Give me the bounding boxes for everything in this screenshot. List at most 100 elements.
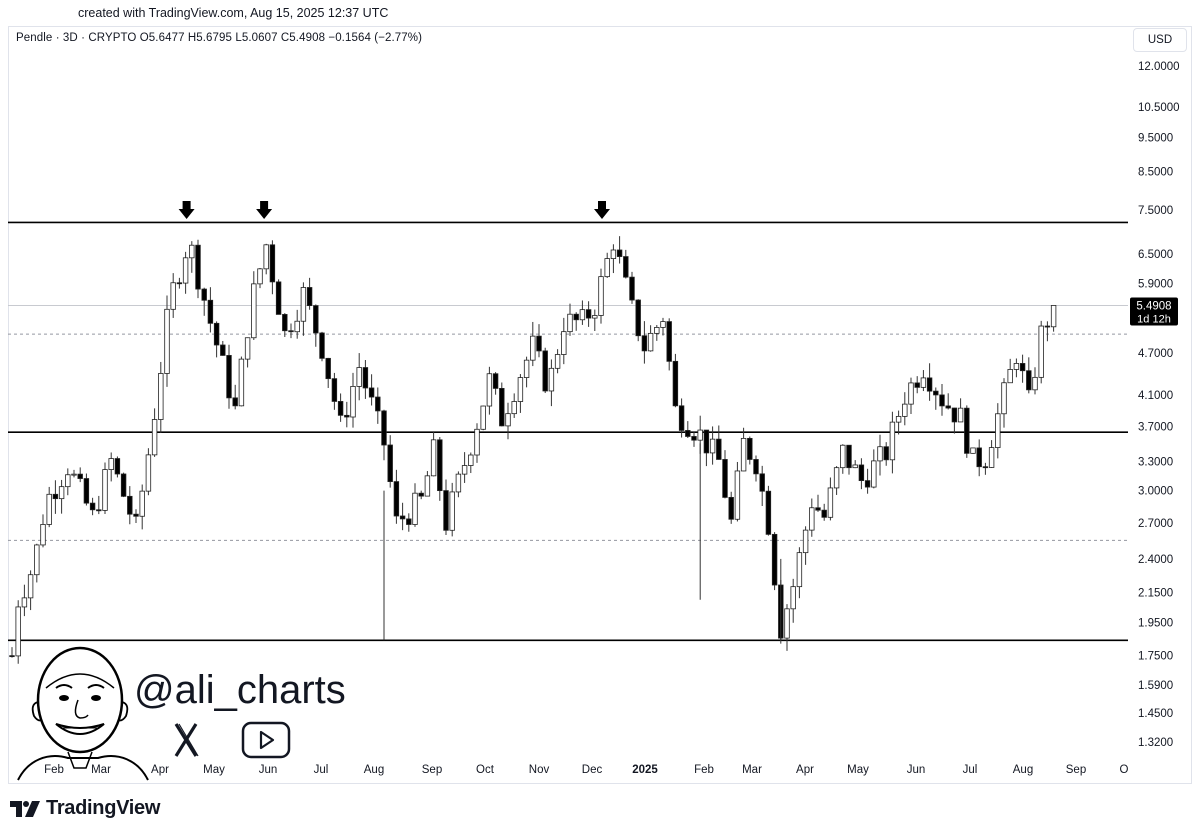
- candle-down: [492, 373, 499, 389]
- candle-up: [561, 331, 567, 355]
- candle-down: [331, 378, 338, 402]
- x-tick-label: 2025: [632, 764, 658, 776]
- tradingview-logo-icon: [10, 800, 40, 817]
- candle-down: [753, 459, 759, 475]
- candle-up: [461, 465, 468, 475]
- y-tick-label: 1.3200: [1138, 737, 1173, 749]
- candle-down: [939, 394, 945, 407]
- candle-up: [548, 367, 555, 392]
- candle-up: [468, 454, 474, 466]
- candle-down: [9, 655, 15, 658]
- candle-up: [827, 487, 834, 518]
- candle-down: [399, 515, 406, 520]
- candle-up: [784, 608, 790, 639]
- candle-up: [709, 438, 716, 454]
- candle-up: [809, 507, 815, 531]
- candle-down: [127, 495, 133, 515]
- candle-up: [920, 377, 927, 388]
- candle-down: [201, 288, 207, 301]
- candle-down: [623, 256, 629, 278]
- candle-up: [610, 249, 617, 259]
- candle-up: [480, 405, 486, 430]
- candle-up: [740, 437, 747, 472]
- y-tick-label: 1.7500: [1138, 651, 1173, 663]
- y-tick-label: 4.7000: [1138, 348, 1173, 360]
- y-tick-label: 5.9000: [1138, 278, 1173, 290]
- y-tick-label: 6.5000: [1138, 249, 1173, 261]
- candle-up: [895, 415, 902, 423]
- candle-up: [660, 321, 666, 328]
- candle-down: [232, 397, 238, 407]
- candle-up: [1001, 382, 1007, 415]
- candle-down: [368, 387, 375, 398]
- candle-up: [356, 367, 362, 387]
- candle-down: [437, 439, 443, 492]
- tradingview-logo[interactable]: TradingView: [10, 797, 160, 820]
- candle-up: [877, 446, 883, 462]
- x-tick-label: Apr: [796, 764, 814, 776]
- candle-up: [350, 386, 356, 418]
- candle-down: [1026, 370, 1032, 391]
- currency-button[interactable]: USD: [1133, 28, 1187, 52]
- candle-up: [15, 606, 21, 657]
- candle-down: [982, 466, 989, 469]
- candle-down: [381, 410, 387, 446]
- youtube-icon[interactable]: [241, 721, 291, 759]
- candle-down: [319, 332, 325, 359]
- candle-up: [474, 428, 480, 456]
- candle-down: [114, 458, 121, 475]
- last-price-label: 5.4908: [1136, 300, 1171, 312]
- candle-up: [889, 421, 896, 461]
- levels-layer: [8, 221, 1128, 642]
- candle-up: [1038, 325, 1044, 378]
- down-arrow-marker: [178, 201, 195, 219]
- candle-up: [151, 419, 158, 456]
- y-tick-label: 3.7000: [1138, 421, 1173, 433]
- candle-down: [914, 382, 920, 388]
- candle-down: [585, 309, 592, 319]
- candle-up: [158, 373, 164, 420]
- candle-down: [306, 287, 313, 307]
- y-tick-label: 10.5000: [1138, 102, 1180, 114]
- x-social-icon[interactable]: [174, 723, 199, 757]
- candle-down: [933, 390, 939, 396]
- candle-down: [387, 444, 393, 482]
- candle-down: [685, 430, 691, 437]
- y-tick-label: 8.5000: [1138, 167, 1173, 179]
- candle-up: [21, 597, 28, 608]
- candle-up: [34, 544, 40, 576]
- candle-up: [988, 447, 995, 468]
- candle-down: [703, 429, 710, 454]
- candle-up: [238, 358, 245, 407]
- candle-down: [858, 464, 865, 482]
- candle-down: [269, 244, 276, 283]
- candle-down: [678, 405, 685, 431]
- candle-down: [951, 407, 958, 423]
- candle-up: [833, 467, 840, 489]
- down-arrow-marker: [256, 201, 273, 219]
- candle-up: [1013, 363, 1020, 370]
- y-tick-label: 12.0000: [1138, 61, 1180, 73]
- candle-up: [523, 359, 530, 378]
- avatar-illustration: [17, 646, 149, 781]
- x-tick-label: Feb: [44, 764, 64, 776]
- candle-up: [182, 257, 189, 284]
- candle-up: [145, 454, 152, 492]
- candle-up: [697, 429, 703, 441]
- candle-down: [362, 367, 369, 389]
- candle-down: [883, 446, 889, 461]
- candle-down: [207, 299, 214, 324]
- candle-up: [1032, 376, 1038, 391]
- candle-up: [1050, 305, 1057, 328]
- x-tick-label: Feb: [694, 764, 714, 776]
- y-tick-label: 9.5000: [1138, 133, 1173, 145]
- candle-up: [871, 460, 877, 488]
- candle-down: [672, 360, 679, 407]
- candle-down: [96, 509, 102, 512]
- symbol-legend: Pendle · 3D · CRYPTO O5.6477 H5.6795 L5.…: [16, 32, 423, 44]
- y-tick-label: 3.3000: [1138, 456, 1173, 468]
- candle-down: [52, 493, 59, 500]
- candle-up: [40, 524, 46, 546]
- candle-up: [790, 586, 796, 610]
